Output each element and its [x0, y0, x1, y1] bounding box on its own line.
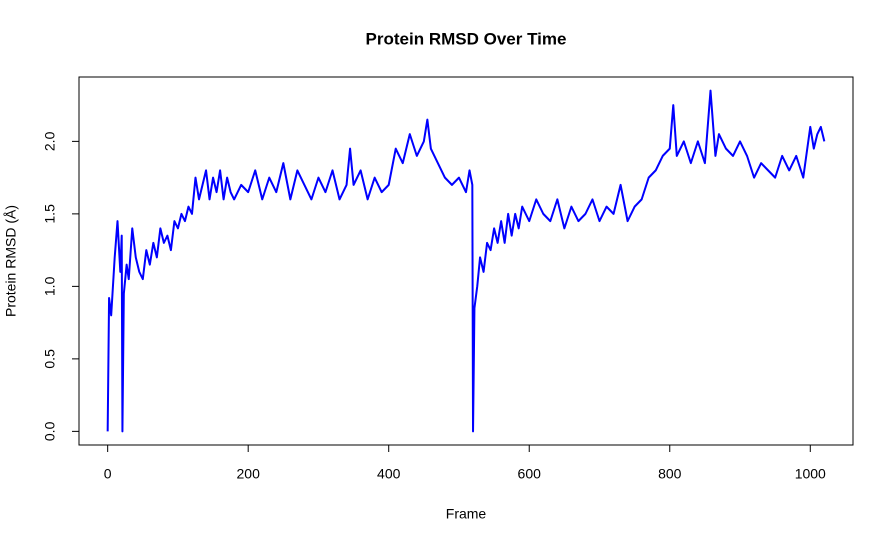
x-tick-label: 800 [658, 466, 682, 482]
y-tick-label: 0.5 [42, 349, 58, 369]
y-tick-label: 1.0 [42, 276, 58, 296]
x-axis-title: Frame [446, 506, 487, 522]
chart-title: Protein RMSD Over Time [366, 29, 567, 48]
x-tick-label: 400 [377, 466, 401, 482]
y-axis-title: Protein RMSD (Å) [3, 205, 19, 317]
x-tick-label: 600 [518, 466, 542, 482]
x-tick-label: 1000 [795, 466, 826, 482]
data-line [106, 89, 826, 433]
x-tick-label: 0 [104, 466, 112, 482]
y-tick-label: 2.0 [42, 131, 58, 151]
y-tick-label: 0.0 [42, 421, 58, 441]
plot-frame [78, 76, 854, 446]
x-tick-label: 200 [237, 466, 261, 482]
y-tick-label: 1.5 [42, 204, 58, 224]
